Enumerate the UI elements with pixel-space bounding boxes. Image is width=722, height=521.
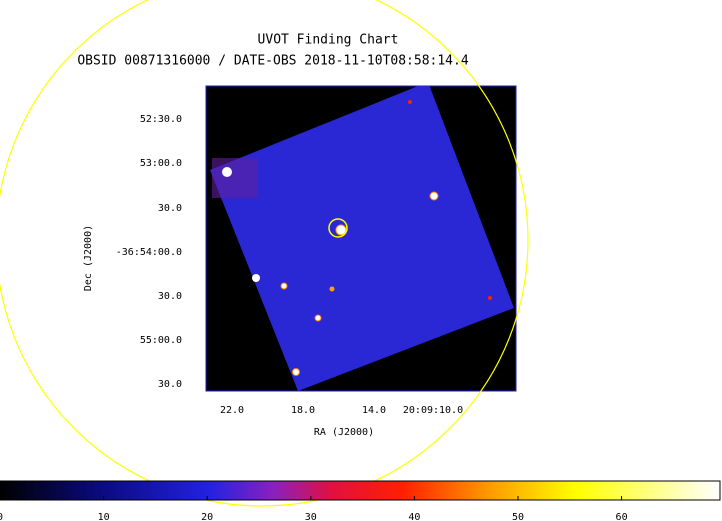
y-tick-label: 53:00.0 — [140, 158, 182, 169]
colorbar — [0, 480, 721, 501]
star — [488, 296, 492, 300]
star — [408, 100, 412, 104]
star — [222, 167, 232, 177]
colorbar-tick-label: 50 — [512, 512, 524, 521]
y-tick-label: 55:00.0 — [140, 335, 182, 346]
x-axis-label: RA (J2000) — [314, 427, 374, 438]
x-tick-label: 22.0 — [220, 405, 244, 416]
star — [335, 224, 347, 236]
artifact — [212, 158, 258, 198]
chart-subtitle: OBSID 00871316000 / DATE-OBS 2018-11-10T… — [77, 54, 469, 69]
y-axis-label: Dec (J2000) — [83, 225, 94, 291]
star — [292, 368, 300, 376]
colorbar-tick-label: 0 — [0, 512, 3, 521]
colorbar-tick-label: 30 — [305, 512, 317, 521]
field-circle — [0, 0, 529, 507]
star — [280, 282, 288, 290]
star — [329, 286, 335, 292]
star — [252, 274, 260, 282]
colorbar-tick-label: 20 — [201, 512, 213, 521]
y-tick-label: 30.0 — [158, 291, 182, 302]
image-field — [210, 86, 514, 391]
y-tick-label: 30.0 — [158, 379, 182, 390]
exposure-area — [210, 86, 514, 391]
y-tick-label: -36:54:00.0 — [116, 247, 182, 258]
star — [314, 314, 322, 322]
chart-title: UVOT Finding Chart — [258, 33, 399, 48]
x-tick-label: 20:09:10.0 — [403, 405, 463, 416]
colorbar-tick-label: 60 — [616, 512, 628, 521]
star — [429, 191, 439, 201]
colorbar-tick-label: 10 — [98, 512, 110, 521]
colorbar-tick-label: 40 — [408, 512, 420, 521]
y-tick-label: 52:30.0 — [140, 114, 182, 125]
x-tick-label: 18.0 — [291, 405, 315, 416]
y-tick-label: 30.0 — [158, 203, 182, 214]
target-circle — [328, 218, 348, 238]
x-tick-label: 14.0 — [362, 405, 386, 416]
